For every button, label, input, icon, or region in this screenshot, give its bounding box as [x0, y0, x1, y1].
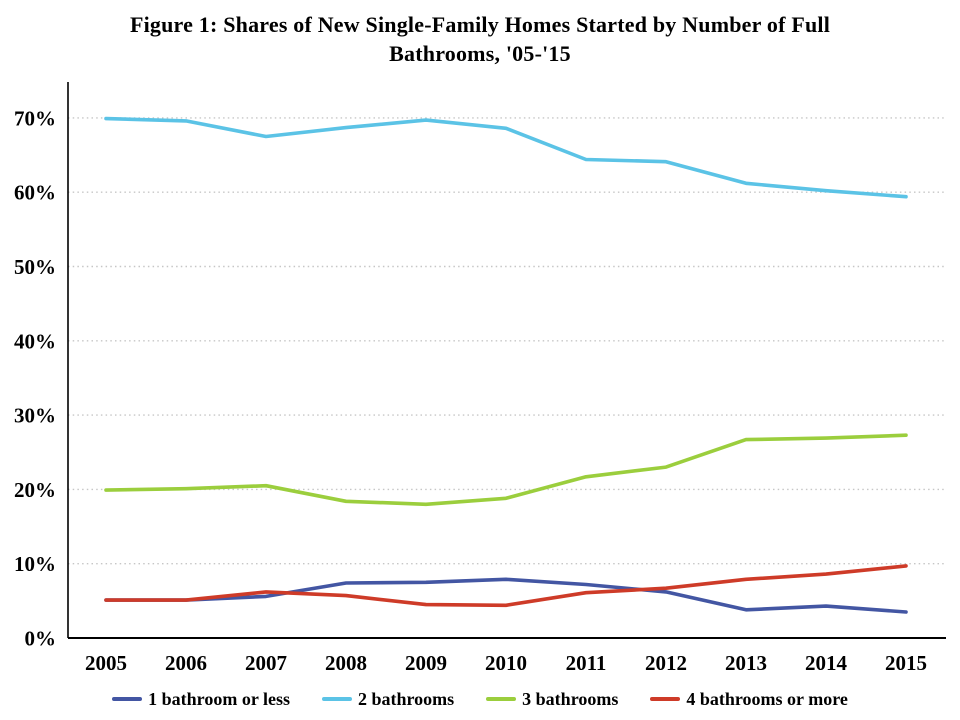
x-tick-label-2005: 2005 — [85, 651, 127, 675]
x-tick-label-2014: 2014 — [805, 651, 848, 675]
legend-label-2-bathrooms: 2 bathrooms — [357, 688, 455, 709]
legend-label-3-bathrooms: 3 bathrooms — [522, 688, 619, 709]
series-line-2-bathrooms — [104, 116, 908, 199]
y-tick-label-10-percent: 10% — [14, 552, 56, 576]
y-tick-label-30-percent: 30% — [14, 404, 56, 428]
y-tick-label-0-percent: 0% — [25, 627, 57, 651]
legend-label-4-bathrooms-or-more: 4 bathrooms or more — [686, 688, 848, 709]
x-tick-label-2010: 2010 — [485, 651, 527, 675]
legend-swatch-3-bathrooms — [486, 697, 517, 701]
x-tick-label-2013: 2013 — [725, 651, 767, 675]
chart-title-line-2: Bathrooms, '05-'15 — [389, 41, 571, 66]
legend-swatch-1-bathroom-or-less — [112, 697, 143, 701]
y-tick-label-40-percent: 40% — [14, 329, 56, 353]
legend-item-2-bathrooms: 2 bathrooms — [321, 688, 455, 710]
series-line-1-bathroom-or-less — [104, 577, 908, 614]
y-tick-label-20-percent: 20% — [14, 478, 56, 502]
x-tick-label-2012: 2012 — [645, 651, 687, 675]
legend: 1 bathroom or less 2 bathrooms 3 bathrooms… — [0, 686, 960, 712]
x-tick-label-2008: 2008 — [325, 651, 367, 675]
legend-item-1-bathroom-or-less: 1 bathroom or less — [112, 689, 290, 710]
legend-swatch-4-bathrooms-or-more — [650, 697, 681, 701]
legend-item-4-bathrooms-or-more: 4 bathrooms or more — [650, 689, 848, 710]
chart-title: Figure 1: Shares of New Single-Family Ho… — [0, 10, 960, 68]
x-tick-label-2007: 2007 — [245, 651, 287, 675]
legend-swatch-2-bathrooms — [321, 697, 352, 701]
series-line-4-bathrooms-or-more — [104, 564, 908, 608]
y-tick-label-50-percent: 50% — [14, 255, 56, 279]
x-tick-label-2009: 2009 — [405, 651, 447, 675]
series-line-3-bathrooms — [104, 433, 908, 507]
legend-label-1-bathroom-or-less: 1 bathroom or less — [148, 688, 290, 709]
x-tick-label-2015: 2015 — [885, 651, 927, 675]
chart-title-line-1: Figure 1: Shares of New Single-Family Ho… — [129, 12, 831, 37]
x-tick-label-2011: 2011 — [566, 651, 607, 675]
y-tick-label-70-percent: 70% — [14, 106, 56, 130]
x-tick-label-2006: 2006 — [165, 651, 207, 675]
y-tick-label-60-percent: 60% — [14, 181, 56, 205]
legend-item-3-bathrooms: 3 bathrooms — [486, 689, 618, 710]
